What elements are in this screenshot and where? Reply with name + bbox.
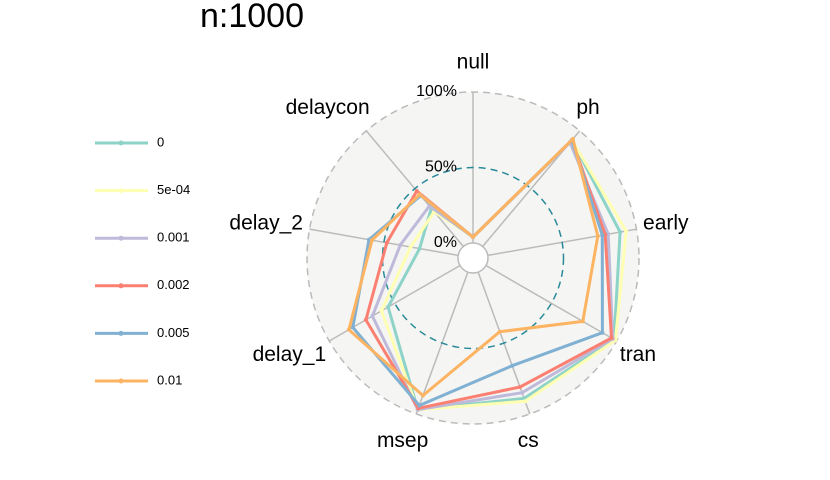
point bbox=[350, 325, 355, 330]
legend-dot bbox=[118, 378, 124, 384]
r-tick-label: 100% bbox=[416, 83, 457, 100]
chart-title: n:1000 bbox=[200, 0, 304, 35]
point bbox=[624, 229, 629, 234]
r-tick-label: 0% bbox=[434, 234, 457, 251]
point bbox=[618, 230, 623, 235]
point bbox=[417, 403, 422, 408]
r-tick-label: 50% bbox=[425, 159, 457, 176]
point bbox=[417, 192, 422, 197]
point bbox=[346, 327, 351, 332]
axis-label: tran bbox=[620, 343, 656, 366]
legend-dot bbox=[118, 235, 124, 241]
legend-dot bbox=[118, 283, 124, 289]
grid-circle bbox=[457, 242, 489, 274]
point bbox=[379, 308, 384, 313]
point bbox=[398, 243, 403, 248]
point bbox=[417, 246, 422, 251]
axis-label: cs bbox=[518, 429, 539, 452]
axis-label: delay_2 bbox=[229, 212, 303, 235]
legend-label: 0.002 bbox=[157, 277, 190, 292]
point bbox=[600, 233, 605, 238]
legend-dot bbox=[118, 140, 124, 146]
point bbox=[369, 238, 374, 243]
spoke bbox=[485, 264, 618, 342]
legend-label: 0.005 bbox=[157, 325, 190, 340]
point bbox=[420, 393, 425, 398]
point bbox=[497, 329, 502, 334]
legend-dot bbox=[118, 330, 124, 336]
grid-circle bbox=[306, 91, 640, 425]
spoke bbox=[487, 228, 637, 257]
axis-label: null bbox=[457, 51, 490, 74]
point bbox=[523, 399, 528, 404]
spoke bbox=[309, 228, 459, 257]
legend-label: 0 bbox=[157, 134, 164, 149]
point bbox=[367, 237, 372, 242]
point bbox=[570, 136, 575, 141]
point bbox=[595, 233, 600, 238]
point bbox=[471, 234, 475, 239]
point bbox=[408, 245, 413, 250]
axis-label: delay_1 bbox=[253, 343, 327, 366]
spoke bbox=[328, 264, 461, 342]
point bbox=[517, 385, 522, 390]
point bbox=[414, 188, 419, 193]
inner-hole bbox=[458, 243, 488, 273]
axis-label: early bbox=[643, 212, 689, 235]
axis-label: msep bbox=[377, 429, 428, 452]
axis-label: ph bbox=[576, 96, 599, 119]
point bbox=[606, 232, 611, 237]
legend-label: 0.001 bbox=[157, 230, 190, 245]
point bbox=[520, 390, 525, 395]
point bbox=[370, 314, 375, 319]
series-line bbox=[380, 138, 628, 412]
point bbox=[384, 240, 389, 245]
legend-label: 0.01 bbox=[157, 372, 182, 387]
point bbox=[580, 319, 585, 324]
point bbox=[363, 317, 368, 322]
point bbox=[600, 330, 605, 335]
series-line bbox=[347, 137, 600, 397]
point bbox=[603, 232, 608, 237]
grid-circle bbox=[381, 166, 565, 350]
axis-label: delaycon bbox=[286, 96, 370, 119]
point bbox=[510, 363, 515, 368]
legend-label: 5e-04 bbox=[157, 182, 190, 197]
point bbox=[609, 335, 614, 340]
point bbox=[386, 305, 391, 310]
legend-dot bbox=[118, 188, 124, 194]
